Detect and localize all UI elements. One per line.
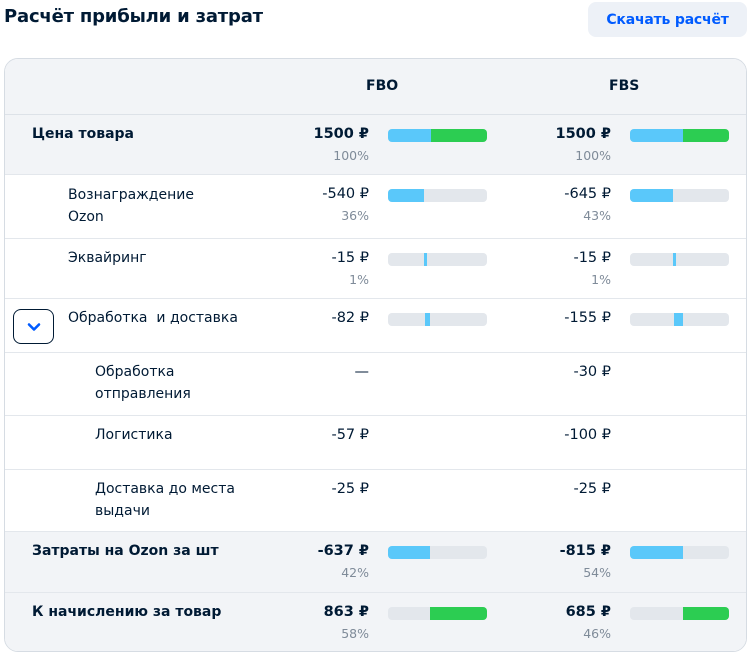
table-row-logistics: Логистика -57 ₽ -100 ₽ <box>5 416 746 470</box>
fbo-percent: 36% <box>341 208 369 223</box>
row-label: Эквайринг <box>68 250 147 266</box>
fbs-bar <box>630 313 729 326</box>
green-bar-segment <box>430 129 487 142</box>
blue-bar-segment <box>672 253 676 266</box>
download-calculation-button[interactable]: Скачать расчёт <box>588 2 747 37</box>
table-row-price: Цена товара 1500 ₽ 100% 1500 ₽ 100% <box>5 115 746 175</box>
fbo-bar <box>388 607 487 620</box>
fbs-percent: 46% <box>583 626 611 641</box>
fbo-value: -637 ₽ <box>317 543 369 559</box>
table-row-payout: К начислению за товар 863 ₽ 58% 685 ₽ 46… <box>5 593 746 651</box>
fbo-percent: 1% <box>349 272 369 287</box>
row-label: Обработка и доставка <box>68 310 238 326</box>
column-header-fbs: FBS <box>609 78 640 94</box>
fbo-value: 1500 ₽ <box>313 126 370 142</box>
fbs-value: -645 ₽ <box>564 186 611 202</box>
table-header: FBO FBS <box>5 59 746 115</box>
table-row-ozon-costs: Затраты на Ozon за шт -637 ₽ 42% -815 ₽ … <box>5 532 746 593</box>
row-label: Вознаграждение Ozon <box>68 187 194 225</box>
table-row-processing-delivery: Обработка и доставка -82 ₽ -155 ₽ <box>5 299 746 353</box>
fbo-value: -25 ₽ <box>331 481 369 497</box>
blue-bar-segment <box>388 189 424 202</box>
fbo-bar <box>388 313 487 326</box>
calculation-table: FBO FBS Цена товара 1500 ₽ 100% 1500 ₽ 1… <box>4 58 747 652</box>
fbs-percent: 1% <box>591 272 611 287</box>
blue-bar-segment <box>630 129 684 142</box>
blue-bar-segment <box>673 313 684 326</box>
fbo-bar <box>388 253 487 266</box>
fbs-bar <box>630 129 729 142</box>
fbo-value: 863 ₽ <box>323 604 369 620</box>
fbo-percent: 58% <box>341 626 369 641</box>
table-row-delivery-to-pickup: Доставка до места выдачи -25 ₽ -25 ₽ <box>5 470 746 532</box>
fbs-value: -155 ₽ <box>564 310 611 326</box>
fbs-bar <box>630 189 729 202</box>
table-row-shipment-processing: Обработка отправления — -30 ₽ <box>5 353 746 416</box>
column-header-fbo: FBO <box>366 78 399 94</box>
fbo-value: -15 ₽ <box>331 250 369 266</box>
fbs-value: 1500 ₽ <box>555 126 612 142</box>
fbo-value: — <box>354 364 370 380</box>
blue-bar-segment <box>388 129 431 142</box>
fbs-value: -15 ₽ <box>573 250 611 266</box>
green-bar-segment <box>429 607 487 620</box>
table-row-acquiring: Эквайринг -15 ₽ 1% -15 ₽ 1% <box>5 239 746 299</box>
fbo-percent: 42% <box>341 565 369 580</box>
blue-bar-segment <box>388 546 430 559</box>
expand-toggle-button[interactable] <box>13 309 54 344</box>
fbs-percent: 54% <box>583 565 611 580</box>
fbs-value: -815 ₽ <box>559 543 611 559</box>
blue-bar-segment <box>630 546 684 559</box>
green-bar-segment <box>683 129 729 142</box>
row-label: Обработка отправления <box>95 364 191 402</box>
fbs-bar <box>630 253 729 266</box>
fbo-value: -82 ₽ <box>331 310 369 326</box>
table-row-ozon-fee: Вознаграждение Ozon -540 ₽ 36% -645 ₽ 43… <box>5 175 746 239</box>
fbo-bar <box>388 129 487 142</box>
fbs-percent: 43% <box>583 208 611 223</box>
page-title: Расчёт прибыли и затрат <box>4 6 263 27</box>
fbo-value: -540 ₽ <box>322 186 369 202</box>
fbo-value: -57 ₽ <box>331 427 369 443</box>
chevron-down-icon <box>27 322 40 331</box>
row-label: Затраты на Ozon за шт <box>32 543 219 559</box>
fbs-value: -100 ₽ <box>564 427 611 443</box>
blue-bar-segment <box>423 253 427 266</box>
fbo-bar <box>388 189 487 202</box>
fbs-bar <box>630 607 729 620</box>
row-label: Доставка до места выдачи <box>95 481 235 519</box>
fbs-percent: 100% <box>575 148 611 163</box>
fbs-bar <box>630 546 729 559</box>
blue-bar-segment <box>424 313 430 326</box>
fbs-value: -30 ₽ <box>573 364 611 380</box>
green-bar-segment <box>683 607 729 620</box>
row-label: К начислению за товар <box>32 604 222 620</box>
fbs-value: -25 ₽ <box>573 481 611 497</box>
fbo-bar <box>388 546 487 559</box>
blue-bar-segment <box>630 189 673 202</box>
fbs-value: 685 ₽ <box>565 604 611 620</box>
fbo-percent: 100% <box>333 148 369 163</box>
row-label: Логистика <box>95 427 173 443</box>
row-label: Цена товара <box>32 126 134 142</box>
